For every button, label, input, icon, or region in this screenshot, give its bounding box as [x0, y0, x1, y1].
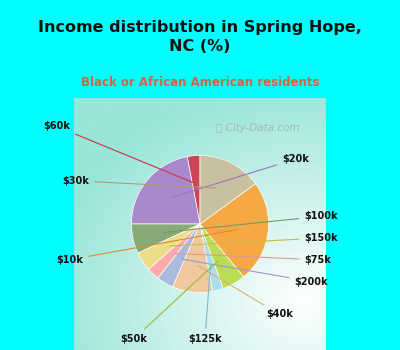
Text: Income distribution in Spring Hope,
NC (%): Income distribution in Spring Hope, NC (…	[38, 20, 362, 54]
Text: $30k: $30k	[62, 176, 216, 188]
Wedge shape	[187, 155, 200, 224]
Wedge shape	[148, 224, 200, 278]
Text: $40k: $40k	[198, 266, 293, 319]
Wedge shape	[138, 224, 200, 270]
Text: $125k: $125k	[188, 266, 222, 344]
Wedge shape	[200, 224, 223, 291]
Wedge shape	[200, 184, 268, 277]
Text: $100k: $100k	[164, 211, 338, 232]
Wedge shape	[200, 224, 244, 288]
Text: $50k: $50k	[121, 261, 218, 344]
Text: $60k: $60k	[43, 121, 194, 183]
Wedge shape	[132, 157, 200, 224]
Text: Black or African American residents: Black or African American residents	[81, 76, 319, 89]
Wedge shape	[200, 155, 256, 224]
Wedge shape	[132, 224, 200, 253]
Text: $75k: $75k	[175, 253, 331, 265]
Wedge shape	[173, 224, 213, 293]
Text: $10k: $10k	[56, 230, 237, 265]
Text: ⓘ City-Data.com: ⓘ City-Data.com	[216, 123, 300, 133]
Wedge shape	[158, 224, 200, 287]
Text: $200k: $200k	[182, 259, 328, 287]
Text: $150k: $150k	[169, 233, 338, 246]
Text: $20k: $20k	[172, 154, 309, 197]
